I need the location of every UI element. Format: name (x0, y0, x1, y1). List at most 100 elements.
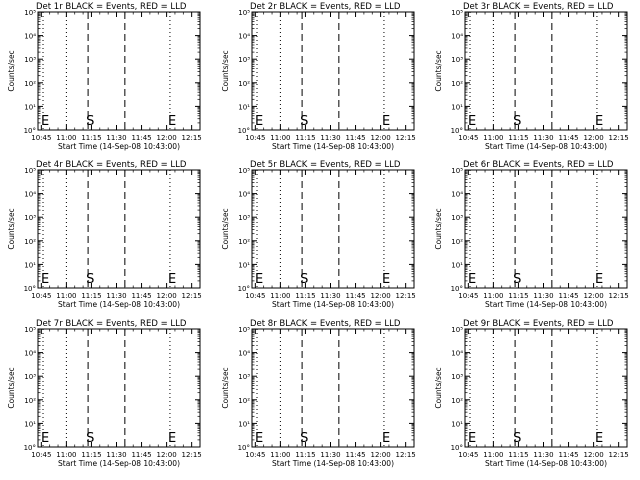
marker-letter: E (41, 272, 49, 287)
x-tick-label: 11:00 (56, 451, 76, 459)
y-tick-label: 10¹ (451, 420, 463, 428)
y-tick-label: 10⁴ (451, 191, 463, 199)
y-axis-label: Counts/sec (434, 367, 443, 408)
panel-title: Det 6r BLACK = Events, RED = LLD (463, 160, 614, 170)
y-tick-label: 10² (238, 397, 250, 405)
x-tick-label: 11:45 (131, 134, 151, 142)
x-tick-label: 12:00 (157, 292, 177, 300)
panel-title: Det 3r BLACK = Events, RED = LLD (463, 2, 614, 12)
plot-frame (464, 169, 628, 289)
y-tick-label: 10⁵ (238, 167, 250, 175)
x-axis-label: Start Time (14-Sep-08 10:43:00) (58, 142, 180, 151)
y-tick-label: 10⁴ (238, 350, 250, 358)
y-tick-label: 10¹ (451, 103, 463, 111)
x-tick-label: 11:30 (533, 134, 553, 142)
y-tick-label: 10¹ (24, 103, 36, 111)
x-tick-label: 12:00 (157, 451, 177, 459)
marker-letter: E (255, 114, 263, 129)
marker-letter: S (86, 114, 94, 129)
marker-letter: E (168, 114, 176, 129)
x-tick-label: 11:45 (131, 292, 151, 300)
x-tick-label: 12:15 (182, 292, 202, 300)
plot-frame (251, 11, 415, 131)
x-tick-label: 11:30 (533, 451, 553, 459)
y-tick-label: 10³ (24, 373, 36, 381)
x-tick-label: 11:30 (320, 134, 340, 142)
x-tick-label: 12:15 (609, 292, 629, 300)
y-tick-label: 10¹ (24, 261, 36, 269)
marker-letter: S (300, 114, 308, 129)
x-tick-label: 11:30 (320, 292, 340, 300)
marker-letter: E (595, 272, 603, 287)
plot-frame (37, 328, 201, 448)
x-tick-label: 12:00 (584, 292, 604, 300)
x-tick-label: 11:45 (345, 292, 365, 300)
plot-frame (37, 169, 201, 289)
x-tick-label: 10:45 (458, 134, 478, 142)
x-tick-label: 11:45 (345, 134, 365, 142)
y-tick-label: 10³ (451, 373, 463, 381)
x-tick-label: 11:15 (295, 451, 315, 459)
x-tick-label: 11:15 (81, 292, 101, 300)
y-tick-label: 10³ (238, 373, 250, 381)
x-tick-label: 11:45 (558, 451, 578, 459)
plot-frame (251, 169, 415, 289)
marker-letter: E (382, 431, 390, 446)
plot-frame (464, 328, 628, 448)
marker-letter: E (382, 114, 390, 129)
plot-frame (251, 328, 415, 448)
y-tick-label: 10³ (451, 56, 463, 64)
x-tick-label: 11:15 (508, 134, 528, 142)
x-tick-label: 12:00 (157, 134, 177, 142)
y-tick-label: 10⁴ (451, 33, 463, 41)
marker-letter: S (86, 431, 94, 446)
x-tick-label: 11:30 (533, 292, 553, 300)
x-tick-label: 11:00 (270, 134, 290, 142)
x-tick-label: 12:15 (609, 451, 629, 459)
y-tick-label: 10⁵ (238, 326, 250, 334)
marker-letter: S (300, 272, 308, 287)
x-tick-label: 12:15 (182, 134, 202, 142)
x-tick-label: 11:15 (81, 134, 101, 142)
y-tick-label: 10³ (451, 214, 463, 222)
y-tick-label: 10° (24, 285, 36, 293)
x-axis-label: Start Time (14-Sep-08 10:43:00) (58, 459, 180, 468)
y-tick-label: 10² (451, 80, 463, 88)
y-tick-label: 10³ (238, 214, 250, 222)
x-axis-label: Start Time (14-Sep-08 10:43:00) (485, 459, 607, 468)
panel-title: Det 1r BLACK = Events, RED = LLD (36, 2, 187, 12)
x-tick-label: 11:30 (320, 451, 340, 459)
x-tick-label: 11:15 (508, 292, 528, 300)
y-tick-label: 10³ (24, 56, 36, 64)
x-axis-label: Start Time (14-Sep-08 10:43:00) (58, 300, 180, 309)
marker-letter: E (595, 431, 603, 446)
y-tick-label: 10⁵ (24, 167, 36, 175)
x-axis-label: Start Time (14-Sep-08 10:43:00) (485, 300, 607, 309)
marker-letter: E (41, 431, 49, 446)
plot-frame (37, 11, 201, 131)
y-tick-label: 10⁵ (451, 9, 463, 17)
x-axis-label: Start Time (14-Sep-08 10:43:00) (485, 142, 607, 151)
y-tick-label: 10⁴ (238, 191, 250, 199)
marker-letter: E (168, 272, 176, 287)
marker-letter: E (41, 114, 49, 129)
x-tick-label: 11:00 (270, 451, 290, 459)
y-tick-label: 10² (451, 238, 463, 246)
x-tick-label: 10:45 (31, 134, 51, 142)
y-tick-label: 10⁵ (451, 326, 463, 334)
y-axis-label: Counts/sec (434, 50, 443, 91)
x-tick-label: 12:15 (182, 451, 202, 459)
marker-letter: E (468, 272, 476, 287)
x-tick-label: 11:00 (483, 292, 503, 300)
y-tick-label: 10° (238, 444, 250, 452)
x-tick-label: 12:15 (609, 134, 629, 142)
y-tick-label: 10¹ (238, 420, 250, 428)
y-axis-label: Counts/sec (7, 367, 16, 408)
panel-title: Det 2r BLACK = Events, RED = LLD (250, 2, 401, 12)
marker-letter: E (255, 431, 263, 446)
x-tick-label: 11:15 (81, 451, 101, 459)
panel-title: Det 7r BLACK = Events, RED = LLD (36, 319, 187, 329)
x-tick-label: 12:15 (396, 134, 416, 142)
y-tick-label: 10⁴ (24, 33, 36, 41)
